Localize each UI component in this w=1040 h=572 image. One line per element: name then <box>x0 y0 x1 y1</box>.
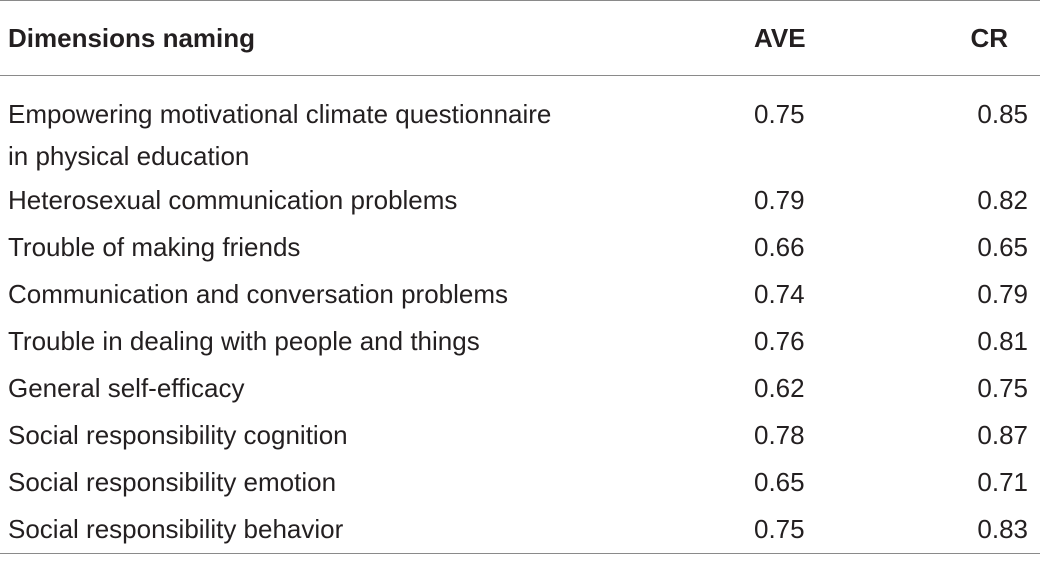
dimension-name: Trouble in dealing with people and thing… <box>8 326 480 356</box>
dimension-name: General self-efficacy <box>8 373 245 403</box>
table-row: Heterosexual communication problems 0.79… <box>0 177 1040 224</box>
dimension-name-cell: Empowering motivational climate question… <box>0 76 730 178</box>
ave-value: 0.78 <box>754 420 805 450</box>
table-row: Social responsibility behavior 0.75 0.83 <box>0 506 1040 554</box>
ave-value: 0.75 <box>754 99 805 129</box>
dimension-name: Communication and conversation problems <box>8 279 509 309</box>
cr-value: 0.75 <box>977 373 1028 403</box>
table-row: Communication and conversation problems … <box>0 271 1040 318</box>
cr-value: 0.81 <box>977 326 1028 356</box>
dimension-name: Trouble of making friends <box>8 232 301 262</box>
header-row: Dimensions naming AVE CR <box>0 0 1040 76</box>
table-row: Trouble of making friends 0.66 0.65 <box>0 224 1040 271</box>
ave-value: 0.79 <box>754 185 805 215</box>
cr-value: 0.65 <box>977 232 1028 262</box>
table-row: Social responsibility emotion 0.65 0.71 <box>0 459 1040 506</box>
ave-value: 0.76 <box>754 326 805 356</box>
header-dimensions-naming: Dimensions naming <box>0 0 730 76</box>
dimension-name-line-2: in physical education <box>8 141 250 171</box>
table-header: Dimensions naming AVE CR <box>0 0 1040 76</box>
cr-value: 0.83 <box>875 506 1040 554</box>
table-row: General self-efficacy 0.62 0.75 <box>0 365 1040 412</box>
ave-value: 0.75 <box>730 506 875 554</box>
table-row: Empowering motivational climate question… <box>0 76 1040 178</box>
dimension-name: Social responsibility cognition <box>8 420 348 450</box>
dimension-name: Social responsibility behavior <box>0 506 730 554</box>
table-body: Empowering motivational climate question… <box>0 76 1040 554</box>
cr-value: 0.85 <box>977 99 1028 129</box>
dimension-name: Social responsibility emotion <box>8 467 337 497</box>
dimension-name-line-1: Empowering motivational climate question… <box>8 99 552 129</box>
table-row: Trouble in dealing with people and thing… <box>0 318 1040 365</box>
dimension-name: Heterosexual communication problems <box>8 185 458 215</box>
reliability-table: Dimensions naming AVE CR Empowering moti… <box>0 0 1040 554</box>
table-row: Social responsibility cognition 0.78 0.8… <box>0 412 1040 459</box>
cr-value: 0.79 <box>977 279 1028 309</box>
ave-value: 0.74 <box>754 279 805 309</box>
ave-value: 0.62 <box>754 373 805 403</box>
header-cr: CR <box>875 0 1040 76</box>
cr-value: 0.71 <box>977 467 1028 497</box>
cr-value: 0.87 <box>977 420 1028 450</box>
cr-value: 0.82 <box>977 185 1028 215</box>
ave-value: 0.66 <box>754 232 805 262</box>
ave-value: 0.65 <box>754 467 805 497</box>
header-ave: AVE <box>730 0 875 76</box>
